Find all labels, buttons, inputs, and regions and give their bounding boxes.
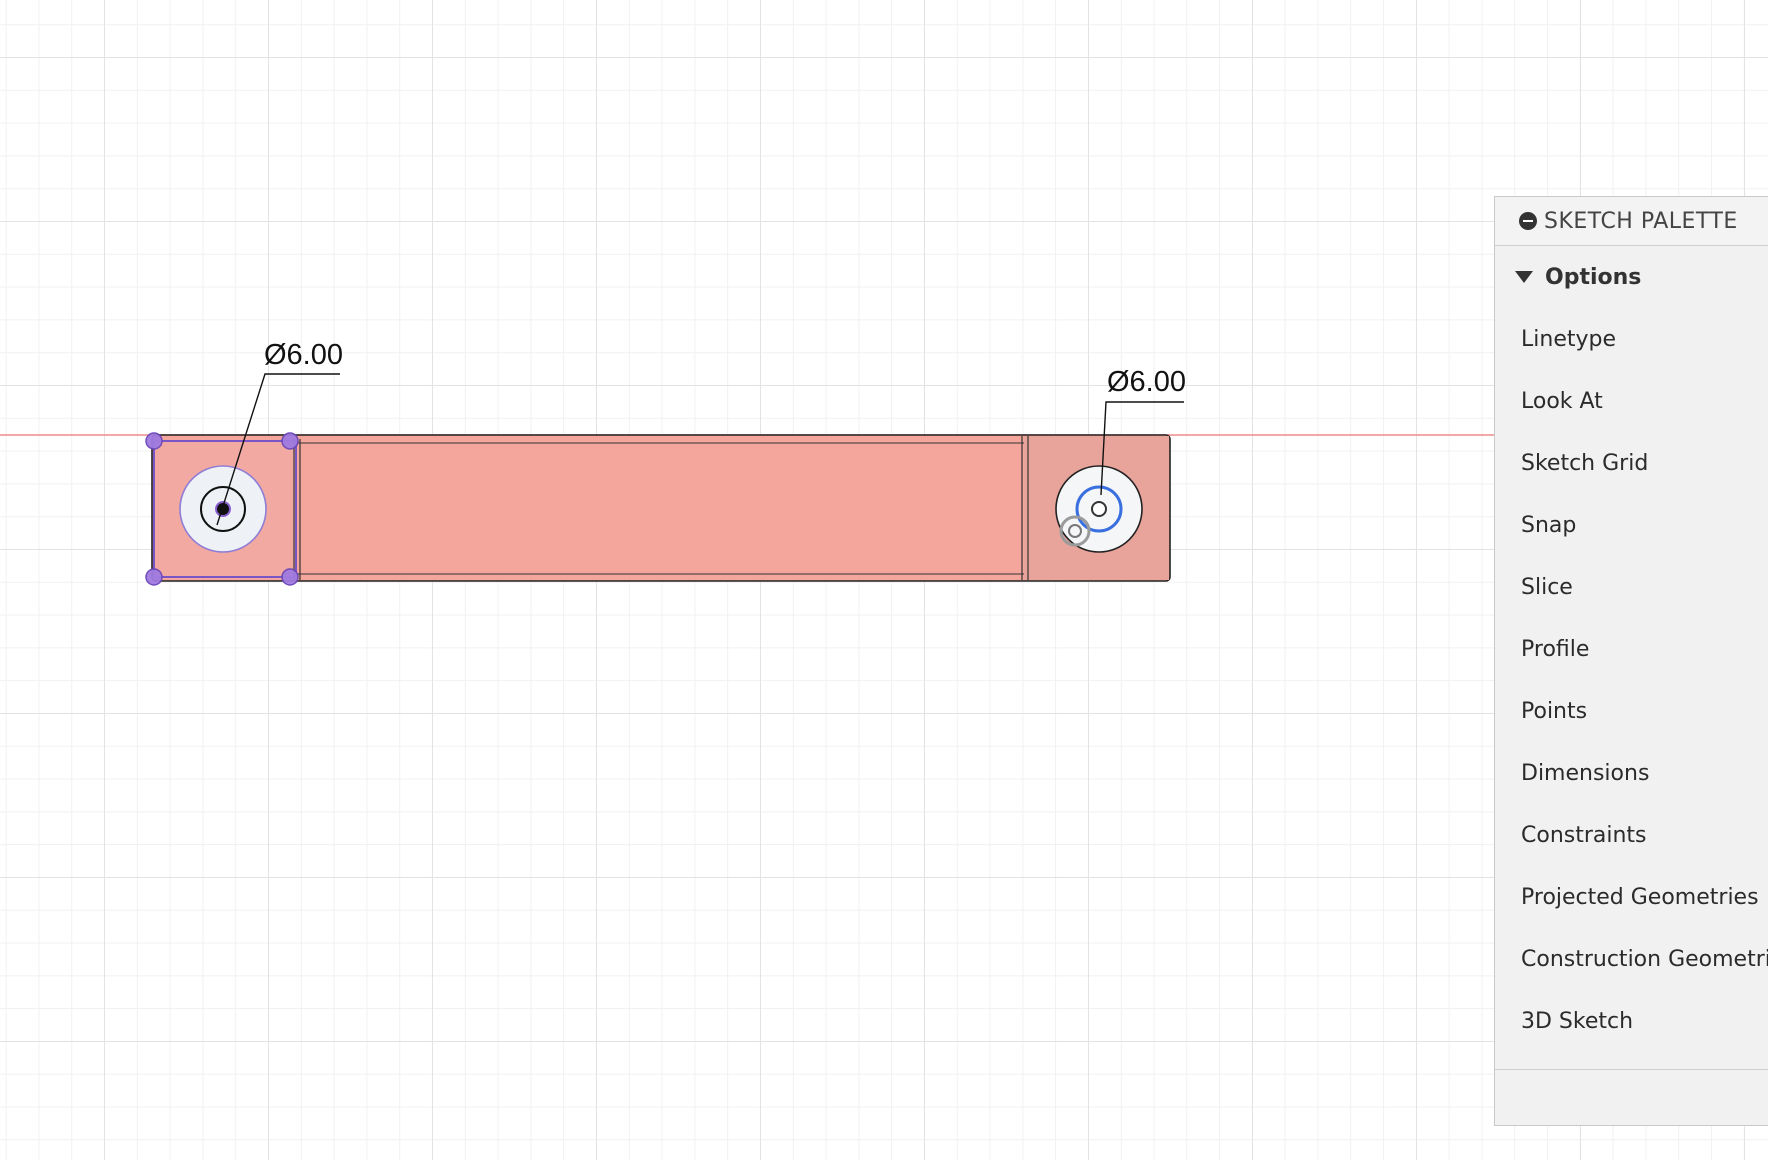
option-label: Snap (1521, 512, 1577, 538)
option-label: 3D Sketch (1521, 1008, 1634, 1034)
sketch-palette: SKETCH PALETTE Options Linetype Look At … (1494, 196, 1768, 1126)
option-label: Projected Geometries (1521, 884, 1759, 910)
option-linetype[interactable]: Linetype (1495, 308, 1768, 370)
option-projected-geometries[interactable]: Projected Geometries (1495, 866, 1768, 928)
vertex-bottom-left[interactable] (145, 568, 163, 586)
palette-title: SKETCH PALETTE (1544, 208, 1738, 234)
option-sketch-grid[interactable]: Sketch Grid (1495, 432, 1768, 494)
left-dimension-text[interactable]: Ø6.00 (264, 339, 343, 371)
option-constraints[interactable]: Constraints (1495, 804, 1768, 866)
selection-vertices (145, 432, 299, 586)
left-dimension-leader (216, 373, 340, 526)
option-label: Profile (1521, 636, 1590, 662)
vertex-bottom-right[interactable] (281, 568, 299, 586)
triangle-down-icon (1515, 271, 1533, 283)
vertex-top-right[interactable] (281, 432, 299, 450)
palette-divider (1495, 1069, 1768, 1070)
options-section-label: Options (1545, 264, 1642, 290)
option-snap[interactable]: Snap (1495, 494, 1768, 556)
option-label: Look At (1521, 388, 1603, 414)
option-label: Constraints (1521, 822, 1647, 848)
option-look-at[interactable]: Look At (1495, 370, 1768, 432)
option-label: Construction Geometrie (1521, 946, 1768, 972)
left-hole-inner-circle[interactable] (200, 486, 246, 532)
option-label: Linetype (1521, 326, 1616, 352)
options-section-toggle[interactable]: Options (1495, 246, 1768, 308)
snap-cursor-inner (1068, 524, 1082, 538)
option-points[interactable]: Points (1495, 680, 1768, 742)
option-label: Points (1521, 698, 1588, 724)
main-profile[interactable] (151, 434, 1171, 582)
option-construction-geometries[interactable]: Construction Geometrie (1495, 928, 1768, 990)
right-dimension-text[interactable]: Ø6.00 (1107, 366, 1186, 398)
left-hole-center-point[interactable] (215, 501, 231, 517)
collapse-palette-icon[interactable] (1519, 212, 1537, 230)
option-profile[interactable]: Profile (1495, 618, 1768, 680)
right-dimension-leader (1100, 401, 1184, 496)
snap-cursor-outer (1059, 515, 1091, 547)
right-dimension[interactable]: Ø6.00 (1100, 366, 1186, 496)
option-label: Sketch Grid (1521, 450, 1649, 476)
option-dimensions[interactable]: Dimensions (1495, 742, 1768, 804)
option-label: Slice (1521, 574, 1573, 600)
option-3d-sketch[interactable]: 3D Sketch (1495, 990, 1768, 1052)
option-label: Dimensions (1521, 760, 1650, 786)
vertex-top-left[interactable] (145, 432, 163, 450)
option-slice[interactable]: Slice (1495, 556, 1768, 618)
right-hole-center-point[interactable] (1091, 501, 1107, 517)
palette-header[interactable]: SKETCH PALETTE (1495, 197, 1768, 246)
right-hole-selected-circle[interactable] (1075, 485, 1123, 533)
left-dimension[interactable]: Ø6.00 (216, 339, 343, 526)
